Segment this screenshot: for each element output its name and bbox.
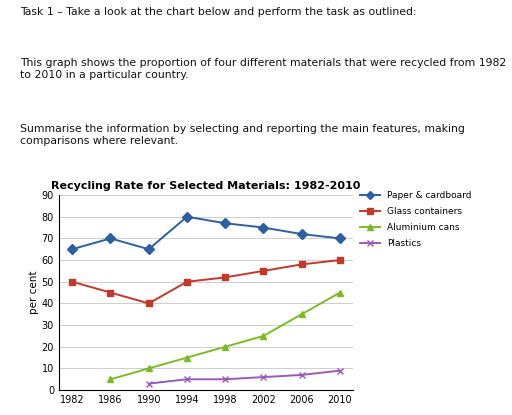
Paper & cardboard	[222, 221, 228, 226]
Paper & cardboard	[69, 247, 75, 252]
Plastics	[298, 372, 305, 377]
Aluminium cans	[337, 290, 343, 295]
Title: Recycling Rate for Selected Materials: 1982-2010: Recycling Rate for Selected Materials: 1…	[51, 181, 361, 191]
Aluminium cans	[298, 312, 305, 317]
Plastics	[261, 375, 267, 380]
Glass containers	[261, 269, 267, 273]
Aluminium cans	[222, 344, 228, 349]
Plastics	[222, 377, 228, 382]
Glass containers	[337, 258, 343, 263]
Glass containers	[69, 279, 75, 284]
Legend: Paper & cardboard, Glass containers, Aluminium cans, Plastics: Paper & cardboard, Glass containers, Alu…	[360, 191, 472, 248]
Paper & cardboard	[108, 236, 114, 241]
Glass containers	[184, 279, 190, 284]
Y-axis label: per cent: per cent	[29, 271, 39, 314]
Glass containers	[298, 262, 305, 267]
Plastics	[145, 381, 152, 386]
Line: Plastics: Plastics	[145, 367, 344, 387]
Aluminium cans	[108, 377, 114, 382]
Line: Paper & cardboard: Paper & cardboard	[69, 213, 344, 253]
Paper & cardboard	[145, 247, 152, 252]
Paper & cardboard	[298, 232, 305, 237]
Text: Summarise the information by selecting and reporting the main features, making
c: Summarise the information by selecting a…	[20, 124, 465, 146]
Plastics	[184, 377, 190, 382]
Text: Task 1 – Take a look at the chart below and perform the task as outlined:: Task 1 – Take a look at the chart below …	[20, 7, 417, 17]
Glass containers	[222, 275, 228, 280]
Plastics	[337, 368, 343, 373]
Line: Aluminium cans: Aluminium cans	[107, 289, 344, 383]
Glass containers	[145, 301, 152, 306]
Line: Glass containers: Glass containers	[69, 256, 344, 307]
Aluminium cans	[261, 333, 267, 338]
Paper & cardboard	[261, 225, 267, 230]
Paper & cardboard	[184, 214, 190, 219]
Paper & cardboard	[337, 236, 343, 241]
Aluminium cans	[184, 355, 190, 360]
Text: This graph shows the proportion of four different materials that were recycled f: This graph shows the proportion of four …	[20, 59, 507, 80]
Glass containers	[108, 290, 114, 295]
Aluminium cans	[145, 366, 152, 371]
